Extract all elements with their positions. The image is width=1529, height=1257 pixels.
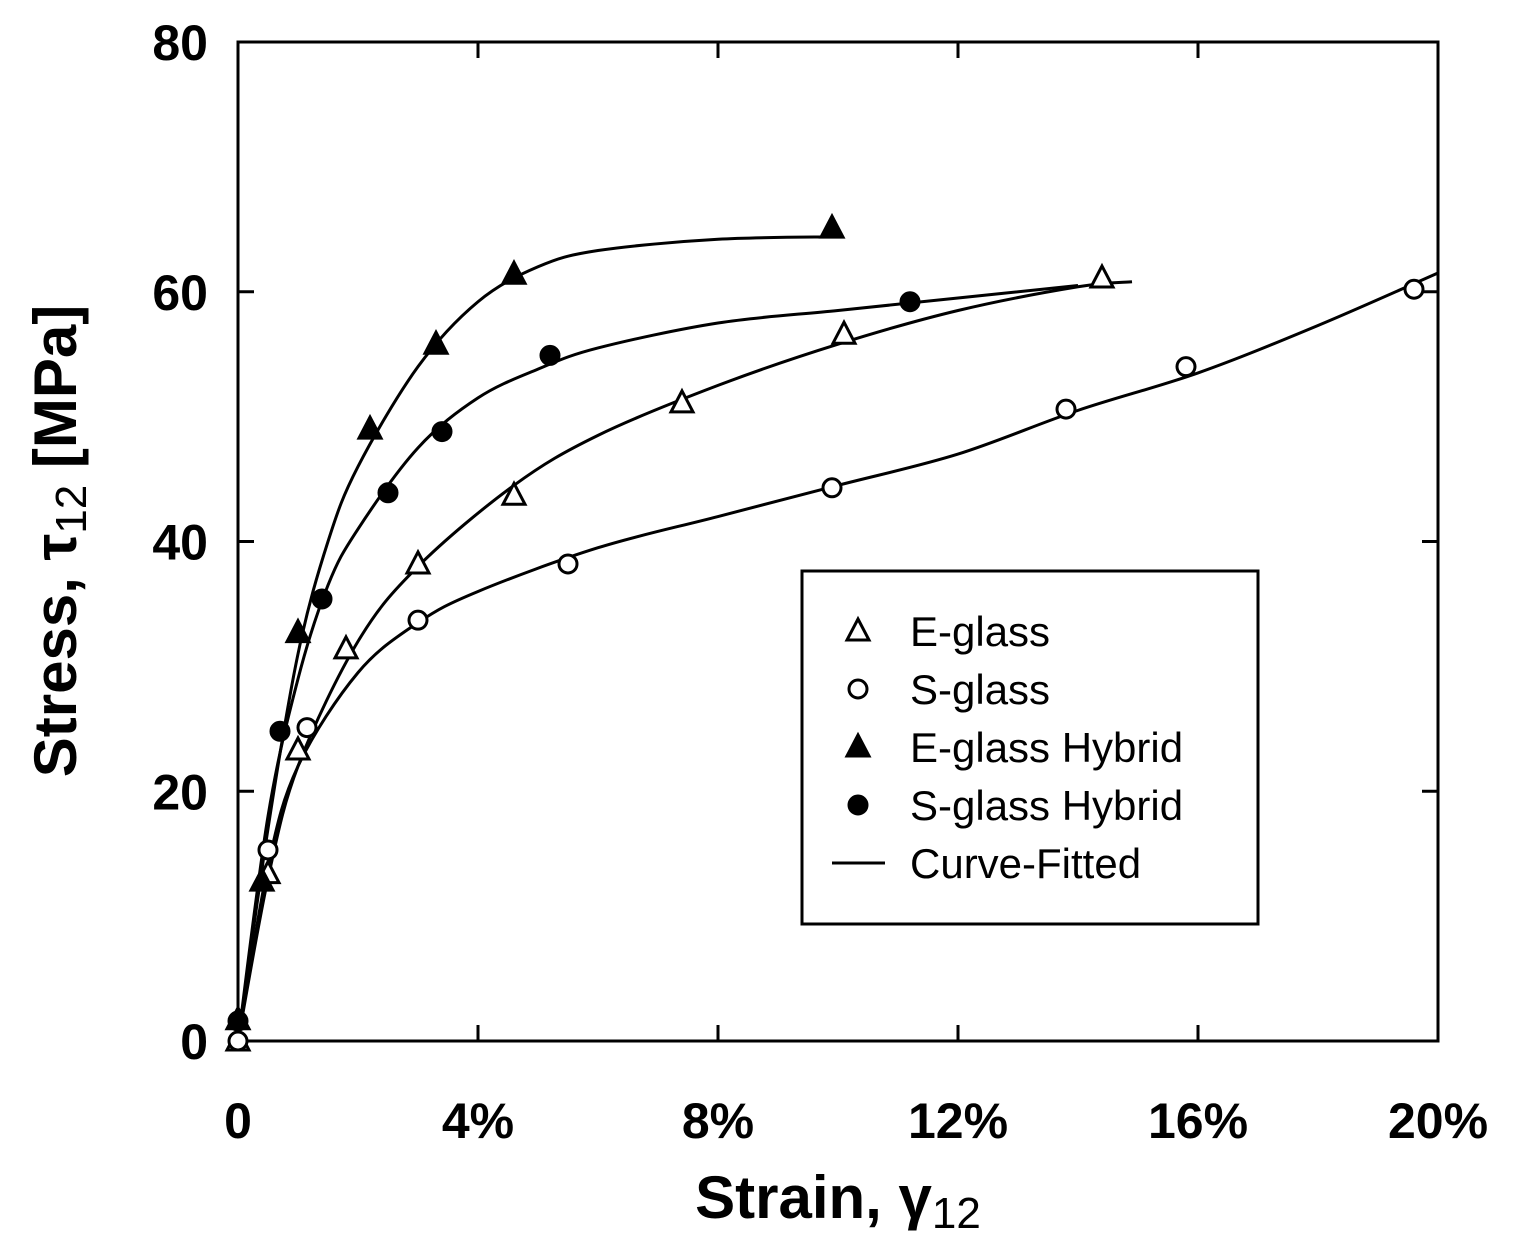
marker (1175, 356, 1197, 378)
marker (296, 717, 318, 739)
legend-marker (847, 678, 869, 700)
legend-label: E-glass Hybrid (910, 724, 1183, 771)
marker (1088, 262, 1116, 289)
marker (431, 421, 453, 443)
marker (1403, 278, 1425, 300)
marker (377, 482, 399, 504)
marker (821, 477, 843, 499)
y-axis-title-part: [MPa] (22, 305, 89, 485)
y-axis-title-part: 12 (47, 485, 96, 534)
marker (269, 720, 291, 742)
fit-curve (236, 271, 1439, 1042)
fit-curve (236, 280, 1133, 1042)
marker (227, 1010, 249, 1032)
y-tick-label: 0 (180, 1014, 208, 1070)
marker (407, 609, 429, 631)
marker (311, 588, 333, 610)
marker (557, 553, 579, 575)
x-axis-title-part: 12 (932, 1189, 981, 1238)
marker (1055, 398, 1077, 420)
marker (227, 1030, 249, 1052)
marker (422, 328, 450, 355)
marker (356, 413, 384, 440)
legend-box (800, 569, 1260, 926)
marker (830, 318, 858, 345)
marker (257, 839, 279, 861)
y-tick-label: 60 (152, 265, 208, 321)
marker (539, 344, 561, 366)
legend-label: S-glass Hybrid (910, 782, 1183, 829)
legend-marker (844, 615, 872, 642)
marker (500, 259, 528, 285)
legend-label: E-glass (910, 608, 1050, 655)
x-tick-label: 12% (908, 1093, 1008, 1149)
legend-label: S-glass (910, 666, 1050, 713)
marker (404, 548, 432, 575)
marker (818, 212, 846, 239)
marker (284, 734, 312, 761)
y-tick-label: 80 (152, 15, 208, 71)
marker (284, 617, 312, 644)
x-tick-label: 16% (1148, 1093, 1248, 1149)
x-tick-label: 4% (442, 1093, 514, 1149)
marker (899, 291, 921, 313)
y-axis-title-part: Stress, τ (22, 534, 89, 778)
marker (668, 387, 696, 414)
x-axis-title-part: Strain, γ (695, 1164, 932, 1231)
y-tick-label: 20 (152, 764, 208, 820)
x-tick-label: 8% (682, 1093, 754, 1149)
marker (332, 633, 360, 660)
legend-marker (844, 731, 872, 758)
x-tick-label: 0 (224, 1093, 252, 1149)
y-axis-title: Stress, τ12 [MPa] (22, 305, 96, 778)
x-axis-title: Strain, γ12 (695, 1164, 981, 1238)
fit-curve (236, 235, 839, 1042)
legend-label: Curve-Fitted (910, 840, 1141, 887)
y-tick-label: 40 (152, 515, 208, 571)
x-tick-label: 20% (1388, 1093, 1488, 1149)
marker (248, 865, 276, 892)
legend-marker (847, 794, 869, 816)
marker (500, 480, 528, 506)
